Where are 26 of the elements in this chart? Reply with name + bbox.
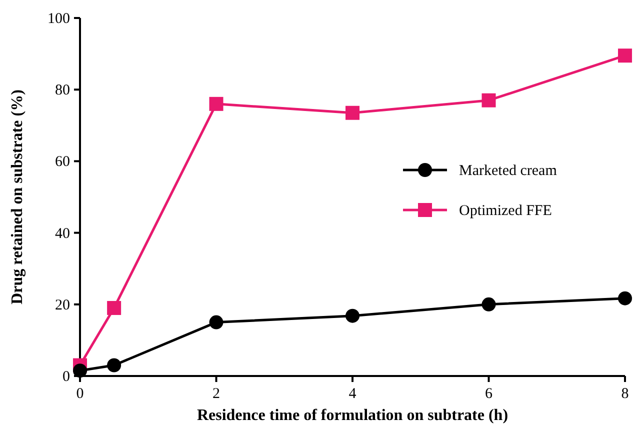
point <box>618 291 632 306</box>
point <box>209 96 224 111</box>
x-axis-title: Residence time of formulation on subtrate (h) <box>196 407 508 424</box>
x-tick-label: 2 <box>212 386 220 402</box>
point <box>482 297 496 312</box>
point <box>618 48 632 63</box>
y-tick-label: 20 <box>55 297 70 314</box>
legend-label: Marketed cream <box>459 163 558 179</box>
y-tick-label: 80 <box>55 82 70 99</box>
y-tick-label: 100 <box>48 11 70 27</box>
point <box>107 358 122 372</box>
legend-label: Optimized FFE <box>459 203 552 219</box>
point <box>107 300 122 315</box>
y-tick-label: 60 <box>55 154 70 170</box>
point <box>209 315 224 330</box>
point <box>346 308 360 323</box>
point <box>482 93 496 108</box>
y-tick-label: 0 <box>62 369 70 385</box>
y-tick-label: 40 <box>55 226 70 242</box>
x-tick-label: 6 <box>485 386 493 402</box>
x-tick-label: 4 <box>348 386 357 402</box>
point <box>73 364 87 378</box>
x-tick-label: 8 <box>621 386 629 402</box>
x-tick-label: 0 <box>76 386 84 402</box>
y-axis-title: Drug retained on substrate (%) <box>9 90 26 304</box>
point <box>346 106 360 120</box>
